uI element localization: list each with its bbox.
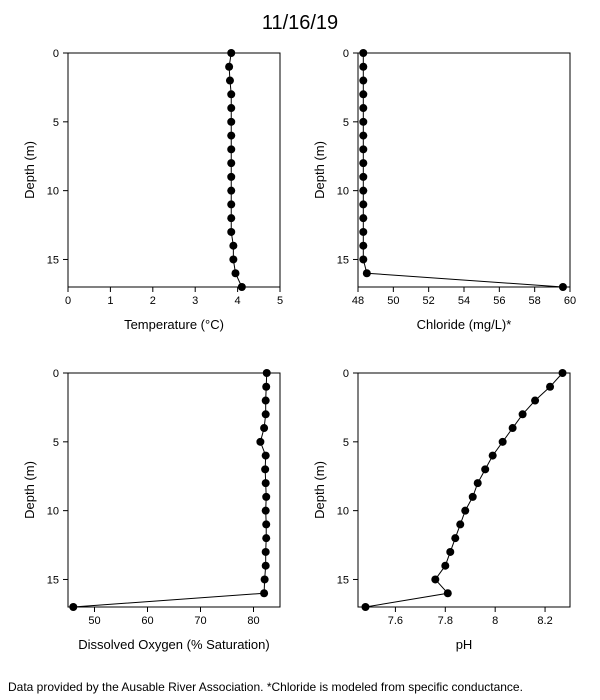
svg-text:10: 10 (337, 506, 349, 518)
footer-text: Data provided by the Ausable River Assoc… (0, 678, 531, 694)
svg-text:60: 60 (141, 615, 153, 627)
svg-text:15: 15 (47, 254, 59, 266)
panel-chloride: 48 50 52 54 56 58 60 0 5 10 15 Chloride (mg/L)* Dept… (310, 43, 580, 343)
svg-text:0: 0 (53, 48, 59, 60)
svg-text:Chloride (mg/L)*: Chloride (mg/L)* (417, 317, 512, 332)
svg-text:15: 15 (337, 574, 349, 586)
panel-temperature: 0 1 2 3 4 5 0 5 10 15 Temperature (°C) Depth (m) (20, 43, 290, 343)
svg-text:Depth (m): Depth (m) (22, 461, 37, 519)
svg-text:0: 0 (53, 368, 59, 380)
svg-text:52: 52 (423, 295, 435, 307)
svg-text:8.2: 8.2 (537, 615, 552, 627)
svg-text:10: 10 (337, 186, 349, 198)
svg-text:58: 58 (529, 295, 541, 307)
svg-text:Dissolved Oxygen (% Saturation: Dissolved Oxygen (% Saturation) (78, 637, 269, 652)
svg-text:0: 0 (343, 48, 349, 60)
svg-text:5: 5 (277, 295, 283, 307)
svg-text:0: 0 (343, 368, 349, 380)
svg-text:48: 48 (352, 295, 364, 307)
svg-text:1: 1 (107, 295, 113, 307)
page-title: 11/16/19 (0, 0, 600, 39)
svg-text:5: 5 (343, 117, 349, 129)
svg-text:15: 15 (47, 574, 59, 586)
svg-text:5: 5 (53, 437, 59, 449)
svg-text:5: 5 (53, 117, 59, 129)
svg-text:2: 2 (150, 295, 156, 307)
svg-text:15: 15 (337, 254, 349, 266)
svg-text:80: 80 (247, 615, 259, 627)
svg-text:Depth (m): Depth (m) (312, 461, 327, 519)
svg-text:10: 10 (47, 506, 59, 518)
svg-text:50: 50 (387, 295, 399, 307)
svg-text:10: 10 (47, 186, 59, 198)
svg-text:3: 3 (192, 295, 198, 307)
svg-text:Depth (m): Depth (m) (22, 141, 37, 199)
svg-text:5: 5 (343, 437, 349, 449)
panel-ph: 7.6 7.8 8 8.2 0 5 10 15 pH Depth (m) (310, 363, 580, 663)
chart-grid: 012345051015Temperature (°C)Depth (m) 48… (0, 39, 600, 663)
svg-text:60: 60 (564, 295, 576, 307)
svg-text:56: 56 (493, 295, 505, 307)
svg-text:0: 0 (65, 295, 71, 307)
svg-text:Depth (m): Depth (m) (312, 141, 327, 199)
svg-text:Temperature (°C): Temperature (°C) (124, 317, 224, 332)
svg-text:50: 50 (88, 615, 100, 627)
svg-text:54: 54 (458, 295, 470, 307)
svg-text:7.6: 7.6 (388, 615, 403, 627)
panel-do: 50 60 70 80 0 5 10 15 Dissolved Oxygen (% Satura… (20, 363, 290, 663)
svg-text:70: 70 (194, 615, 206, 627)
svg-text:4: 4 (235, 295, 241, 307)
svg-text:7.8: 7.8 (438, 615, 453, 627)
svg-text:pH: pH (456, 637, 473, 652)
svg-text:8: 8 (492, 615, 498, 627)
